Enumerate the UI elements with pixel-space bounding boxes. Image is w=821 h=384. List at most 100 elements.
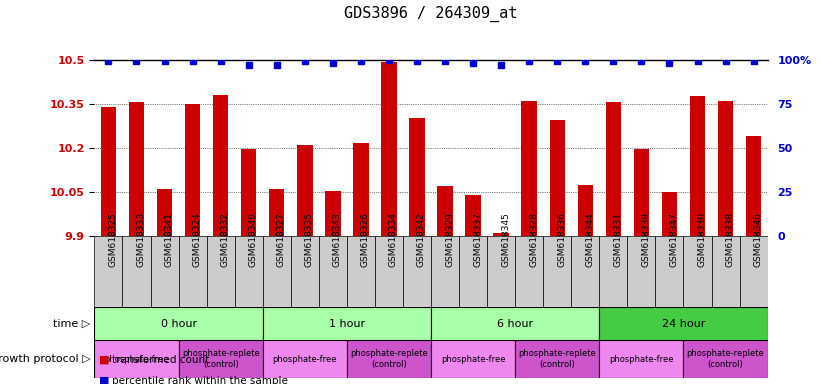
- Bar: [544, 60, 571, 236]
- Bar: [712, 60, 740, 236]
- Bar: [291, 236, 319, 307]
- Bar: [403, 236, 431, 307]
- Bar: [179, 60, 207, 236]
- Bar: [438, 186, 452, 236]
- Bar: [207, 60, 235, 236]
- Bar: [599, 236, 627, 307]
- Bar: [403, 60, 431, 236]
- Bar: [179, 236, 207, 307]
- Bar: [662, 192, 677, 236]
- Bar: [459, 236, 487, 307]
- Bar: [319, 60, 347, 236]
- Text: phosphate-free: phosphate-free: [441, 354, 506, 364]
- Bar: [235, 236, 263, 307]
- Bar: [431, 236, 459, 307]
- Bar: [241, 149, 256, 236]
- Bar: [122, 60, 150, 236]
- Text: GSM618328: GSM618328: [530, 212, 539, 267]
- Text: GSM618338: GSM618338: [726, 212, 735, 267]
- Bar: [150, 236, 179, 307]
- Bar: [487, 60, 516, 236]
- Bar: [347, 236, 375, 307]
- Text: GSM618333: GSM618333: [136, 212, 145, 267]
- Bar: [263, 60, 291, 236]
- Bar: [319, 236, 347, 307]
- Bar: [129, 102, 144, 236]
- Text: GSM618341: GSM618341: [164, 212, 173, 267]
- Text: GSM618331: GSM618331: [613, 212, 622, 267]
- Bar: [431, 60, 459, 236]
- Bar: [207, 236, 235, 307]
- Bar: [487, 236, 516, 307]
- Text: 1 hour: 1 hour: [328, 318, 365, 329]
- Text: ■: ■: [99, 355, 109, 365]
- Text: GSM618347: GSM618347: [669, 212, 678, 267]
- Text: GSM618340: GSM618340: [249, 212, 258, 267]
- Bar: [466, 195, 481, 236]
- Bar: [599, 340, 683, 378]
- Bar: [263, 307, 431, 340]
- Bar: [549, 120, 565, 236]
- Bar: [347, 60, 375, 236]
- Bar: [493, 233, 509, 236]
- Bar: [544, 236, 571, 307]
- Bar: [375, 60, 403, 236]
- Bar: [606, 102, 621, 236]
- Bar: [122, 236, 150, 307]
- Text: GSM618334: GSM618334: [389, 212, 398, 267]
- Bar: [94, 60, 122, 236]
- Bar: [291, 60, 319, 236]
- Bar: [571, 236, 599, 307]
- Bar: [235, 60, 263, 236]
- Text: GSM618337: GSM618337: [473, 212, 482, 267]
- Bar: [94, 236, 122, 307]
- Text: percentile rank within the sample: percentile rank within the sample: [112, 376, 288, 384]
- Bar: [297, 145, 313, 236]
- Bar: [599, 307, 768, 340]
- Bar: [718, 101, 733, 236]
- Bar: [431, 307, 599, 340]
- Text: GSM618326: GSM618326: [361, 212, 370, 267]
- Bar: [347, 340, 431, 378]
- Bar: [263, 236, 291, 307]
- Bar: [213, 95, 228, 236]
- Bar: [263, 340, 347, 378]
- Bar: [325, 190, 341, 236]
- Text: GSM618336: GSM618336: [557, 212, 566, 267]
- Text: 6 hour: 6 hour: [497, 318, 534, 329]
- Bar: [683, 60, 712, 236]
- Bar: [521, 101, 537, 236]
- Bar: [740, 236, 768, 307]
- Bar: [740, 60, 768, 236]
- Bar: [157, 189, 172, 236]
- Bar: [431, 340, 516, 378]
- Text: GSM618329: GSM618329: [445, 212, 454, 267]
- Bar: [746, 136, 761, 236]
- Bar: [690, 96, 705, 236]
- Bar: [655, 60, 683, 236]
- Text: GSM618330: GSM618330: [698, 212, 707, 267]
- Text: GSM618324: GSM618324: [193, 212, 202, 267]
- Bar: [101, 107, 116, 236]
- Bar: [381, 63, 397, 236]
- Bar: [578, 185, 593, 236]
- Text: phosphate-replete
(control): phosphate-replete (control): [350, 349, 428, 369]
- Bar: [712, 236, 740, 307]
- Bar: [516, 340, 599, 378]
- Bar: [269, 189, 284, 236]
- Text: 24 hour: 24 hour: [662, 318, 705, 329]
- Bar: [627, 236, 655, 307]
- Text: GSM618335: GSM618335: [305, 212, 314, 267]
- Bar: [410, 118, 424, 236]
- Text: GSM618344: GSM618344: [585, 212, 594, 267]
- Text: GSM618332: GSM618332: [221, 212, 230, 267]
- Text: phosphate-replete
(control): phosphate-replete (control): [181, 349, 259, 369]
- Bar: [516, 236, 544, 307]
- Bar: [627, 60, 655, 236]
- Bar: [571, 60, 599, 236]
- Text: GSM618342: GSM618342: [417, 212, 426, 267]
- Bar: [634, 149, 649, 236]
- Text: phosphate-free: phosphate-free: [104, 354, 169, 364]
- Text: GSM618327: GSM618327: [277, 212, 286, 267]
- Text: GSM618346: GSM618346: [754, 212, 763, 267]
